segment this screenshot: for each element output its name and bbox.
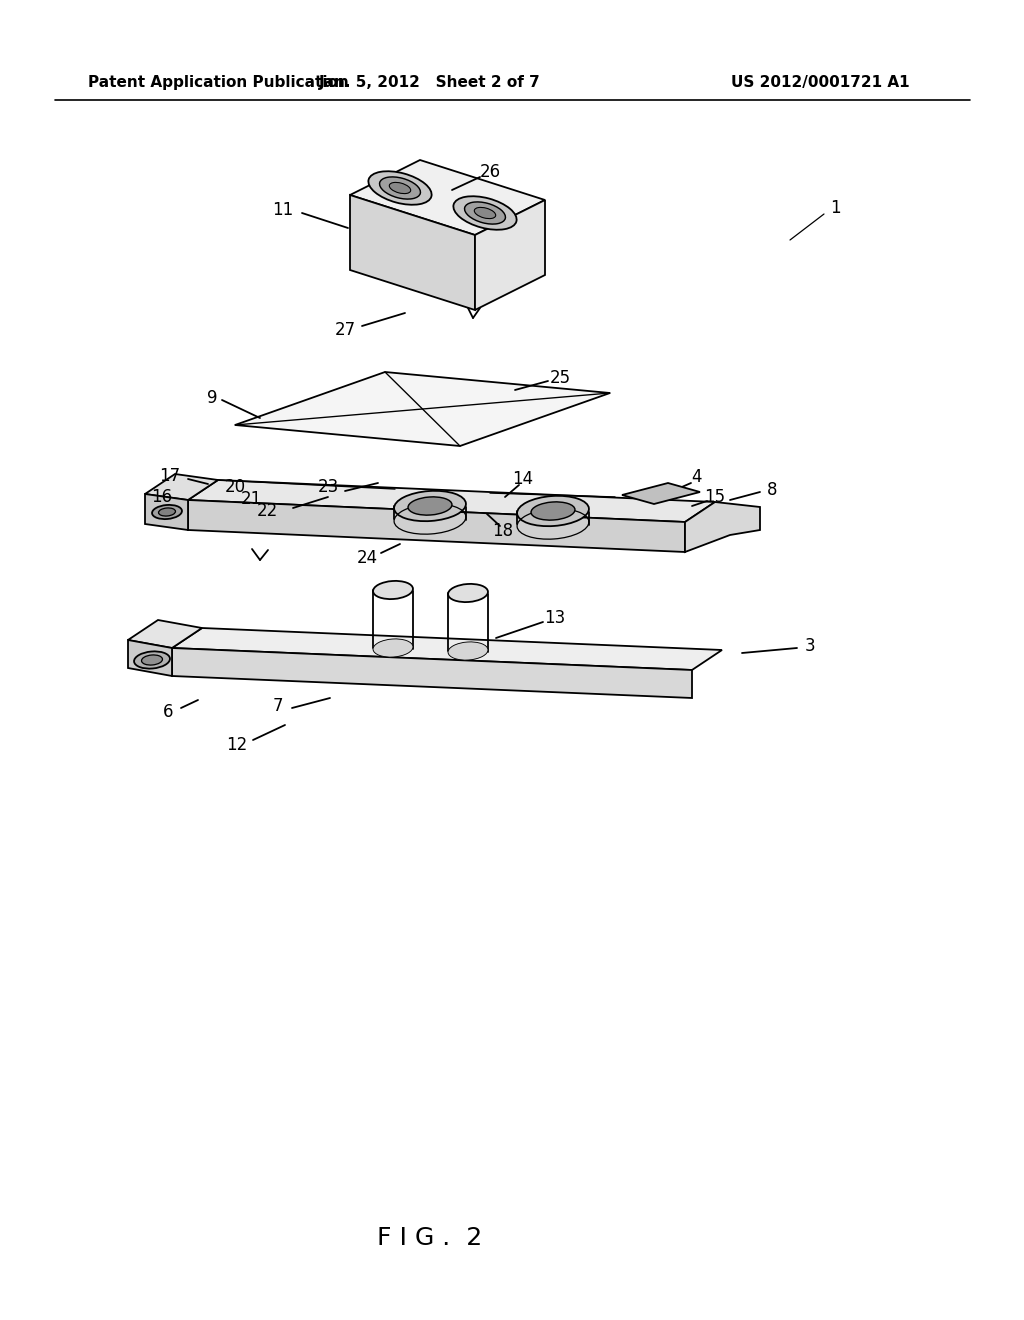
Text: US 2012/0001721 A1: US 2012/0001721 A1 — [731, 74, 909, 90]
Text: 6: 6 — [163, 704, 173, 721]
Ellipse shape — [373, 639, 413, 657]
Ellipse shape — [152, 506, 182, 519]
Polygon shape — [685, 502, 760, 552]
Text: 12: 12 — [226, 737, 248, 754]
Ellipse shape — [408, 496, 452, 515]
Text: 24: 24 — [356, 549, 378, 568]
Ellipse shape — [449, 642, 488, 660]
Text: 1: 1 — [829, 199, 841, 216]
Text: 3: 3 — [805, 638, 815, 655]
Text: 27: 27 — [335, 321, 355, 339]
Text: 11: 11 — [272, 201, 294, 219]
Ellipse shape — [474, 207, 496, 219]
Text: 22: 22 — [256, 502, 278, 520]
Polygon shape — [145, 494, 188, 531]
Polygon shape — [475, 201, 545, 310]
Polygon shape — [234, 372, 610, 446]
Polygon shape — [128, 620, 202, 648]
Text: 25: 25 — [550, 370, 570, 387]
Ellipse shape — [369, 172, 432, 205]
Text: 17: 17 — [160, 467, 180, 484]
Ellipse shape — [394, 491, 466, 521]
Text: 7: 7 — [272, 697, 284, 715]
Text: 8: 8 — [767, 480, 777, 499]
Text: 20: 20 — [224, 478, 246, 496]
Text: 26: 26 — [479, 162, 501, 181]
Polygon shape — [188, 500, 685, 552]
Ellipse shape — [454, 197, 517, 230]
Polygon shape — [350, 195, 475, 310]
Text: 4: 4 — [692, 469, 702, 486]
Text: 13: 13 — [545, 609, 565, 627]
Polygon shape — [145, 474, 218, 500]
Text: 14: 14 — [512, 470, 534, 488]
Polygon shape — [172, 648, 692, 698]
Ellipse shape — [465, 202, 506, 224]
Text: 9: 9 — [207, 389, 217, 407]
Text: 21: 21 — [241, 490, 261, 508]
Text: 15: 15 — [705, 488, 726, 506]
Text: F I G .  2: F I G . 2 — [378, 1226, 482, 1250]
Ellipse shape — [159, 508, 175, 516]
Text: 23: 23 — [317, 478, 339, 496]
Text: 16: 16 — [152, 488, 173, 506]
Ellipse shape — [380, 177, 421, 199]
Polygon shape — [188, 480, 715, 521]
Ellipse shape — [517, 496, 589, 527]
Text: 18: 18 — [493, 521, 514, 540]
Polygon shape — [128, 640, 172, 676]
Text: Jan. 5, 2012   Sheet 2 of 7: Jan. 5, 2012 Sheet 2 of 7 — [319, 74, 541, 90]
Ellipse shape — [389, 182, 411, 194]
Ellipse shape — [373, 581, 413, 599]
Polygon shape — [172, 628, 722, 671]
Ellipse shape — [134, 651, 170, 669]
Polygon shape — [350, 160, 545, 235]
Ellipse shape — [141, 655, 163, 665]
Polygon shape — [622, 483, 700, 504]
Ellipse shape — [449, 583, 488, 602]
Text: Patent Application Publication: Patent Application Publication — [88, 74, 349, 90]
Ellipse shape — [531, 502, 574, 520]
